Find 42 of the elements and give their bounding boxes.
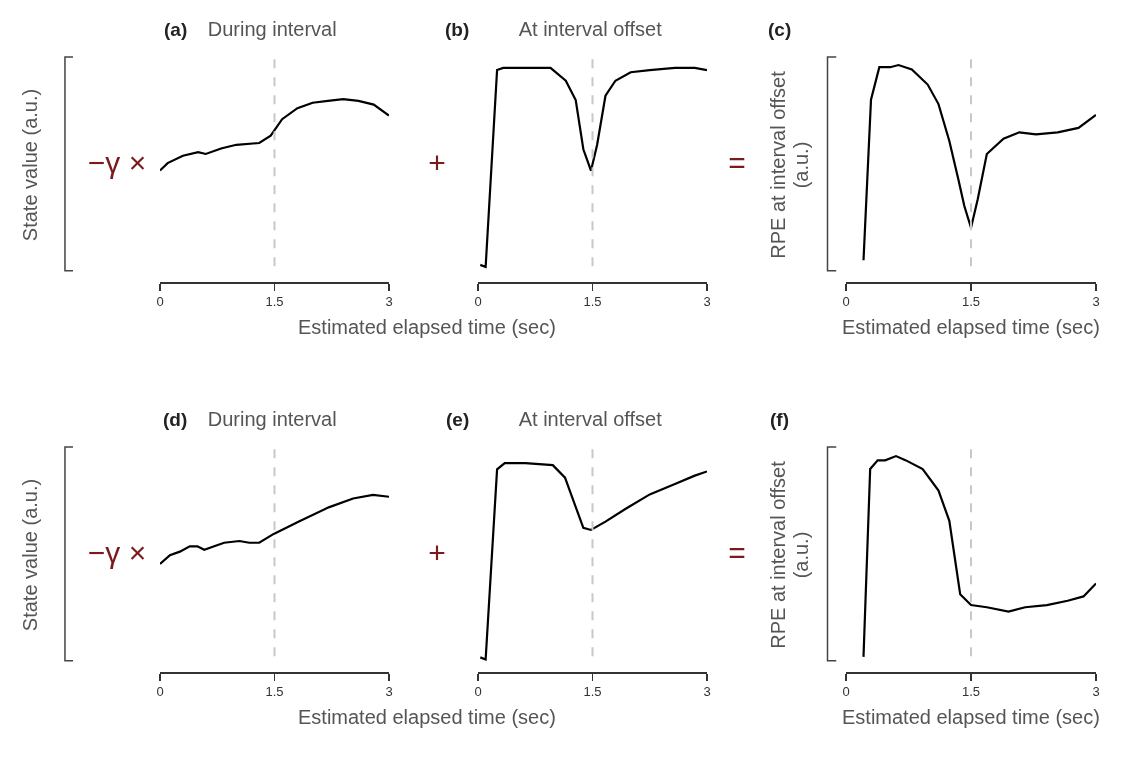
y-axis-title: RPE at interval offset (a.u.) — [767, 460, 813, 651]
text: −γ × — [86, 535, 148, 571]
y-axis-title: RPE at interval offset (a.u.) — [767, 70, 813, 261]
x-tick-label: 0 — [156, 294, 164, 310]
x-tick-label: 1.5 — [961, 684, 981, 700]
text: (a) — [164, 19, 188, 40]
text: (d) — [163, 409, 188, 430]
x-tick-label: 0 — [156, 684, 164, 700]
chart-title: During interval — [207, 17, 337, 40]
x-axis-title: Estimated elapsed time (sec) — [842, 316, 1100, 338]
x-tick-label: 1.5 — [265, 684, 284, 700]
x-tick-label: 0 — [842, 294, 850, 310]
x-axis-title: Estimated elapsed time (sec) — [842, 706, 1100, 728]
chart-title: At interval offset — [518, 407, 663, 430]
text: + — [427, 535, 447, 571]
text: + — [427, 145, 447, 181]
text: = — [727, 145, 747, 181]
text: (f) — [770, 409, 789, 430]
x-tick-label: 1.5 — [961, 294, 981, 310]
x-tick-label: 0 — [474, 684, 482, 700]
x-axis-title: Estimated elapsed time (sec) — [298, 316, 556, 338]
x-tick-label: 1.5 — [265, 294, 284, 310]
chart-title: At interval offset — [518, 17, 663, 40]
x-tick-label: 1.5 — [583, 294, 602, 310]
x-axis-title: Estimated elapsed time (sec) — [298, 706, 556, 728]
y-axis-title: State value (a.u.) — [18, 477, 42, 634]
text: (e) — [446, 409, 470, 430]
x-tick-label: 0 — [842, 684, 850, 700]
x-tick-label: 3 — [385, 294, 393, 310]
x-tick-label: 1.5 — [583, 684, 602, 700]
text: −γ × — [86, 145, 148, 181]
x-tick-label: 3 — [703, 684, 711, 700]
y-axis-title: State value (a.u.) — [18, 87, 42, 244]
x-tick-label: 3 — [385, 684, 393, 700]
x-tick-label: 3 — [703, 294, 711, 310]
x-tick-label: 0 — [474, 294, 482, 310]
text: (c) — [768, 19, 792, 40]
chart-title: During interval — [207, 407, 337, 430]
x-tick-label: 3 — [1092, 294, 1100, 310]
text: = — [727, 535, 747, 571]
text: (b) — [445, 19, 470, 40]
x-tick-label: 3 — [1092, 684, 1100, 700]
